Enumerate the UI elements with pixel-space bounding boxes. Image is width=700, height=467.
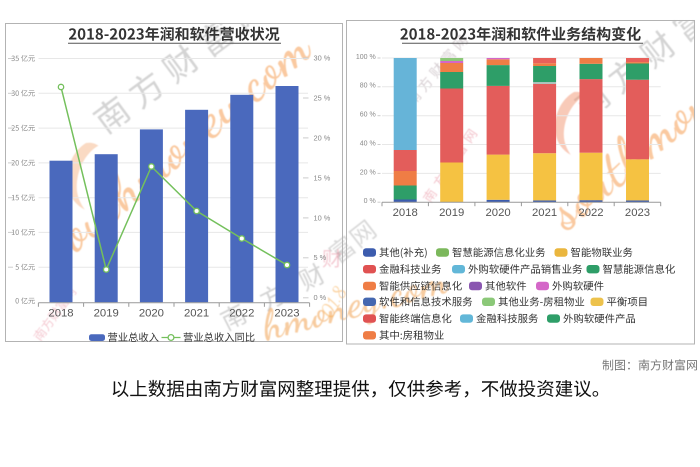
svg-text:0 %: 0 % [364,198,376,205]
svg-text:60 %: 60 % [360,112,376,119]
svg-text:40 %: 40 % [360,140,376,147]
svg-text:2021: 2021 [532,207,557,219]
svg-text:2019: 2019 [94,308,119,320]
svg-text:2020: 2020 [486,207,511,219]
svg-text:0 %: 0 % [314,293,327,302]
svg-text:2018: 2018 [393,207,418,219]
svg-text:15 %: 15 % [314,173,331,182]
svg-text:2023: 2023 [274,308,299,320]
svg-text:10 %: 10 % [314,213,331,222]
svg-text:20 %: 20 % [314,133,331,142]
svg-text:2023: 2023 [625,207,650,219]
svg-text:2021: 2021 [184,308,209,320]
svg-text:2018: 2018 [48,308,73,320]
svg-text:100 %: 100 % [356,54,376,61]
svg-text:5 %: 5 % [314,253,327,262]
svg-text:2019: 2019 [439,207,464,219]
svg-text:2022: 2022 [229,308,254,320]
svg-text:2020: 2020 [139,308,164,320]
svg-text:20 %: 20 % [360,169,376,176]
svg-text:80 %: 80 % [360,83,376,90]
svg-text:2022: 2022 [578,207,603,219]
svg-text:25 %: 25 % [314,93,331,102]
svg-text:30 %: 30 % [314,53,331,62]
